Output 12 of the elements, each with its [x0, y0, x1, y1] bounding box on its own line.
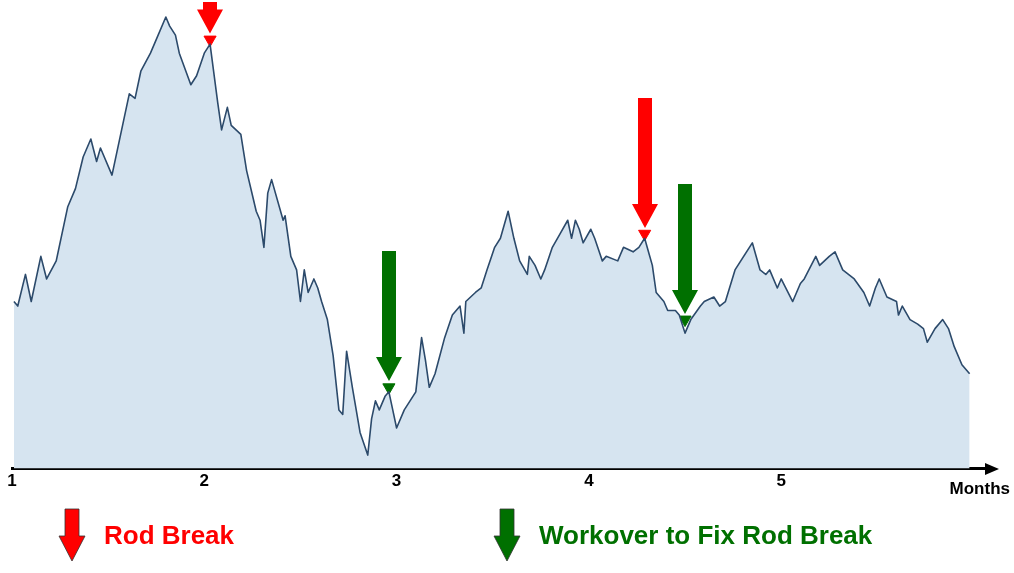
- legend-label: Rod Break: [104, 519, 235, 551]
- legend-label: Workover to Fix Rod Break: [539, 519, 873, 551]
- x-tick-label: 4: [584, 471, 595, 491]
- x-tick-label: 1: [7, 471, 17, 491]
- x-axis-title: Months: [949, 478, 1010, 498]
- point: [678, 315, 692, 328]
- x-tick-label: 5: [776, 471, 786, 491]
- x-tick-label: 2: [199, 471, 210, 491]
- x-tick-label: 3: [391, 471, 402, 491]
- point: [638, 229, 652, 242]
- point: [382, 383, 396, 395]
- point: [203, 35, 217, 48]
